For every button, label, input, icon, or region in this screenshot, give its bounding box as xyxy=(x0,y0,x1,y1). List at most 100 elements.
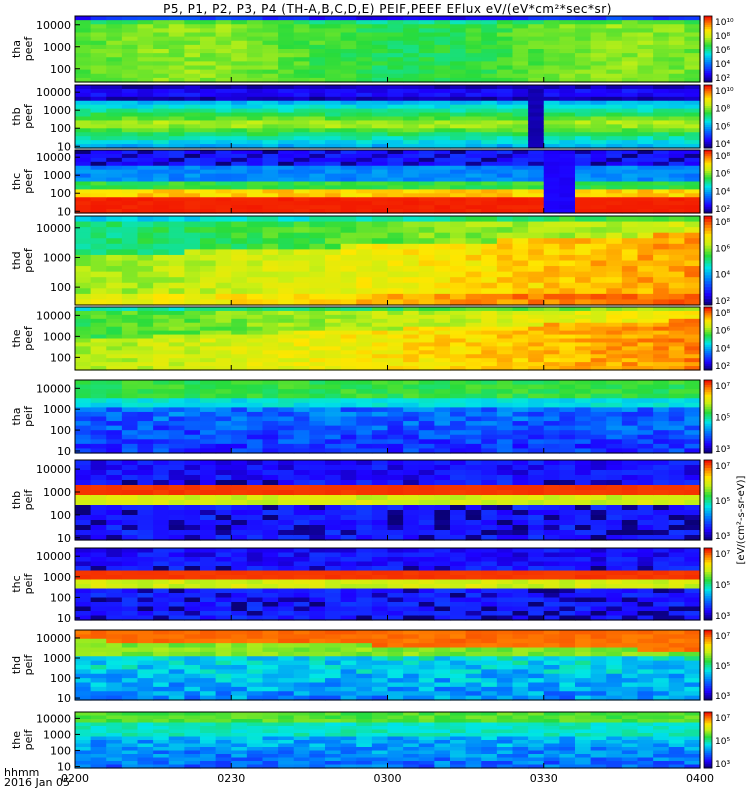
heatmap-cell xyxy=(496,260,514,267)
heatmap-cell xyxy=(137,443,154,450)
heatmap-cell xyxy=(559,314,576,320)
heatmap-cell xyxy=(121,566,139,572)
colorbar-swatch xyxy=(704,137,712,141)
heatmap-cell xyxy=(90,40,107,46)
heatmap-cell xyxy=(293,49,310,54)
heatmap-cell xyxy=(371,53,389,58)
heatmap-cell xyxy=(528,49,545,54)
heatmap-cell xyxy=(387,136,404,141)
heatmap-cell xyxy=(684,480,701,486)
heatmap-cell xyxy=(543,20,560,25)
heatmap-cell xyxy=(168,69,185,75)
heatmap-cell xyxy=(387,104,404,110)
heatmap-cell xyxy=(684,132,701,137)
heatmap-cell xyxy=(637,310,654,316)
heatmap-cell xyxy=(200,566,217,572)
heatmap-cell xyxy=(559,299,576,306)
heatmap-cell xyxy=(200,425,217,431)
heatmap-cell xyxy=(325,425,342,431)
heatmap-cell xyxy=(465,16,482,21)
heatmap-cell xyxy=(653,120,670,125)
heatmap-cell xyxy=(684,470,701,476)
heatmap-cell xyxy=(512,515,529,521)
heatmap-cell xyxy=(309,108,326,114)
heatmap-cell xyxy=(387,322,404,328)
heatmap-cell xyxy=(106,49,123,54)
heatmap-cell xyxy=(528,366,545,371)
heatmap-cell xyxy=(465,92,482,98)
heatmap-cell xyxy=(325,44,342,50)
heatmap-cell xyxy=(278,249,295,256)
heatmap-cell xyxy=(246,530,264,536)
heatmap-cell xyxy=(371,209,389,214)
heatmap-cell xyxy=(590,384,607,390)
heatmap-cell xyxy=(668,411,685,418)
heatmap-cell xyxy=(153,525,170,531)
heatmap-cell xyxy=(481,430,498,436)
heatmap-cell xyxy=(215,384,232,390)
heatmap-cell xyxy=(575,157,592,163)
heatmap-cell xyxy=(450,216,467,223)
heatmap-cell xyxy=(293,197,310,202)
heatmap-cell xyxy=(575,421,592,427)
heatmap-cell xyxy=(246,185,264,190)
heatmap-cell xyxy=(121,366,139,371)
heatmap-cell xyxy=(106,293,123,301)
heatmap-cell xyxy=(559,57,576,62)
colorbar-swatch xyxy=(704,534,712,538)
heatmap-cell xyxy=(590,358,607,363)
heatmap-cell xyxy=(262,57,279,62)
heatmap-cell xyxy=(200,32,217,38)
heatmap-cell xyxy=(340,330,357,336)
heatmap-cell xyxy=(434,36,451,42)
heatmap-cell xyxy=(637,116,654,122)
heatmap-cell xyxy=(418,73,435,79)
heatmap-cell xyxy=(215,330,232,336)
heatmap-cell xyxy=(75,495,92,501)
heatmap-cell xyxy=(184,602,201,608)
heatmap-cell xyxy=(403,197,420,202)
heatmap-cell xyxy=(450,350,467,355)
colorbar-swatch xyxy=(704,99,712,103)
heatmap-cell xyxy=(200,193,217,198)
heatmap-cell xyxy=(590,193,607,198)
heatmap-cell xyxy=(340,136,357,141)
heatmap-cell xyxy=(575,116,592,122)
heatmap-cell xyxy=(293,136,310,141)
colorbar-swatch xyxy=(704,141,712,145)
heatmap-cell xyxy=(668,144,685,149)
heatmap-cell xyxy=(621,314,639,320)
colorbar-swatch xyxy=(704,346,712,350)
colorbar-swatch xyxy=(704,242,712,247)
heatmap-cell xyxy=(231,85,248,90)
heatmap-cell xyxy=(653,128,670,133)
heatmap-cell xyxy=(465,338,482,344)
heatmap-cell xyxy=(387,416,404,422)
heatmap-cell xyxy=(637,288,654,295)
heatmap-cell xyxy=(543,92,560,98)
heatmap-cell xyxy=(543,36,560,42)
heatmap-cell xyxy=(606,201,623,206)
heatmap-cell xyxy=(153,575,170,581)
heatmap-cell xyxy=(153,177,170,183)
heatmap-cell xyxy=(340,77,357,83)
heatmap-cell xyxy=(121,421,139,427)
heatmap-cell xyxy=(434,120,451,125)
heatmap-cell xyxy=(371,500,389,506)
heatmap-cell xyxy=(418,277,435,284)
heatmap-cell xyxy=(106,243,123,250)
heatmap-cell xyxy=(528,40,545,46)
heatmap-cell xyxy=(168,570,185,576)
heatmap-cell xyxy=(668,318,685,324)
heatmap-cell xyxy=(153,495,170,501)
heatmap-cell xyxy=(621,238,639,245)
heatmap-cell xyxy=(153,28,170,34)
heatmap-cell xyxy=(653,24,670,29)
heatmap-cell xyxy=(246,307,264,312)
heatmap-cell xyxy=(637,28,654,34)
colorbar-swatch xyxy=(704,500,712,504)
heatmap-cell xyxy=(75,181,92,187)
heatmap-cell xyxy=(184,593,201,599)
heatmap-cell xyxy=(278,425,295,431)
heatmap-cell xyxy=(465,181,482,187)
